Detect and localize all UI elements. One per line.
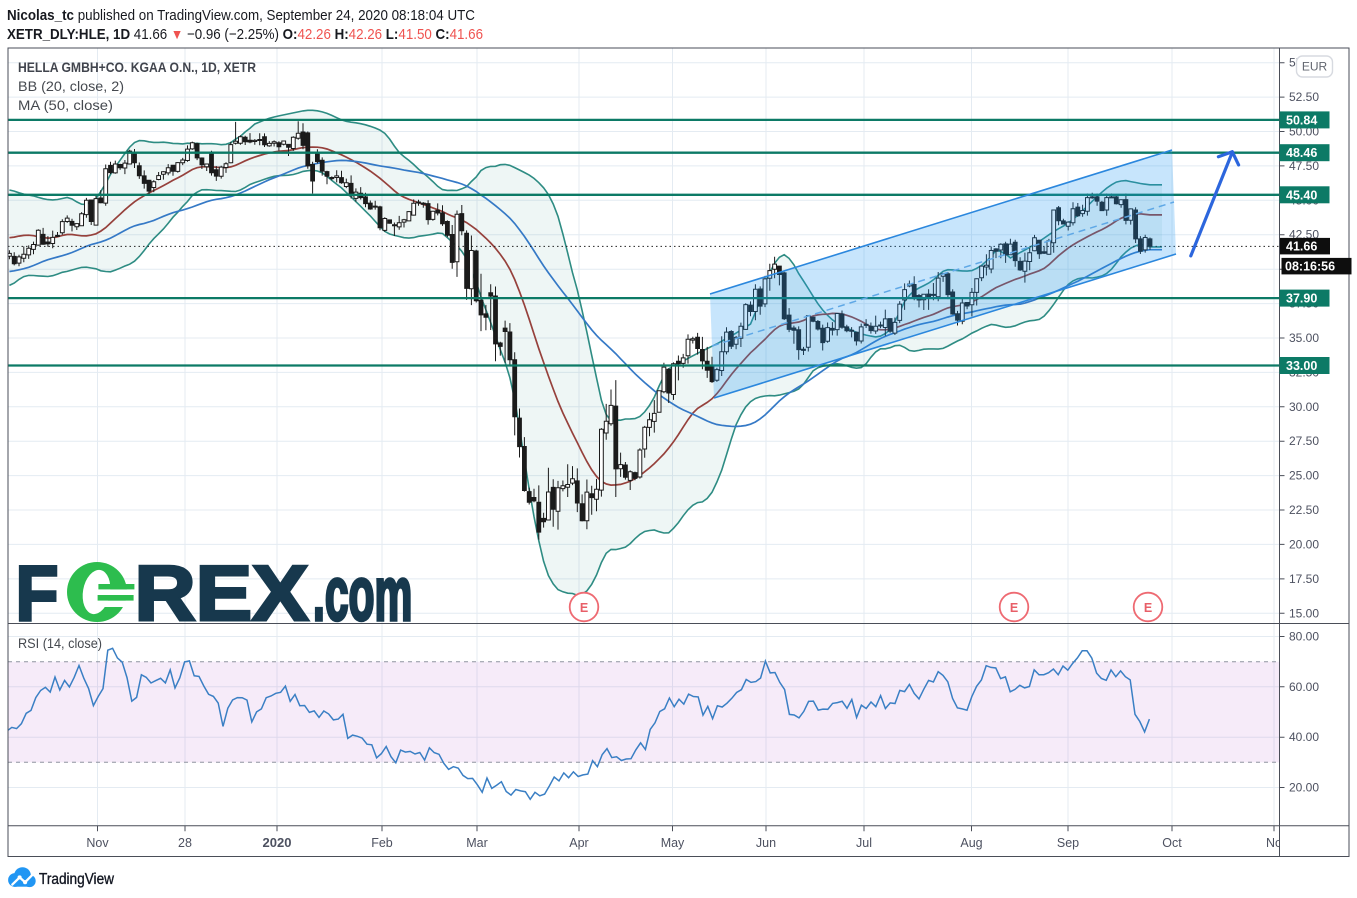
svg-text:28: 28 <box>178 836 192 850</box>
svg-text:40.00: 40.00 <box>1289 730 1319 744</box>
svg-text:50.84: 50.84 <box>1286 113 1317 127</box>
svg-text:EUR: EUR <box>1302 60 1328 74</box>
svg-text:HELLA GMBH+CO. KGAA O.N., 1D,: HELLA GMBH+CO. KGAA O.N., 1D, XETR <box>18 60 256 75</box>
svg-text:Mar: Mar <box>466 836 488 850</box>
svg-text:33.00: 33.00 <box>1286 359 1317 373</box>
svg-text:45.40: 45.40 <box>1286 188 1317 202</box>
svg-text:25.00: 25.00 <box>1289 469 1319 483</box>
svg-text:E: E <box>580 601 588 615</box>
svg-text:52.50: 52.50 <box>1289 90 1319 104</box>
svg-text:Oct: Oct <box>1162 836 1182 850</box>
svg-text:Aug: Aug <box>960 836 982 850</box>
svg-text:60.00: 60.00 <box>1289 680 1319 694</box>
svg-text:XETR_DLY:HLE, 1D 41.66 ▼ −0.96: XETR_DLY:HLE, 1D 41.66 ▼ −0.96 (−2.25%) … <box>7 26 483 43</box>
svg-text:BB (20, close, 2): BB (20, close, 2) <box>18 79 124 94</box>
svg-text:Jun: Jun <box>756 836 776 850</box>
svg-text:May: May <box>661 836 685 850</box>
svg-text:.com: .com <box>313 552 412 637</box>
svg-text:20.00: 20.00 <box>1289 781 1319 795</box>
svg-text:Jul: Jul <box>856 836 872 850</box>
svg-text:35.00: 35.00 <box>1289 331 1319 345</box>
svg-text:17.50: 17.50 <box>1289 572 1319 586</box>
svg-text:37.90: 37.90 <box>1286 292 1317 306</box>
svg-text:47.50: 47.50 <box>1289 159 1319 173</box>
svg-text:Apr: Apr <box>569 836 588 850</box>
svg-text:27.50: 27.50 <box>1289 434 1319 448</box>
svg-text:Feb: Feb <box>371 836 393 850</box>
svg-text:48.46: 48.46 <box>1286 146 1317 160</box>
svg-text:F: F <box>16 549 59 637</box>
svg-text:2020: 2020 <box>263 835 292 850</box>
svg-text:41.66: 41.66 <box>1286 240 1317 254</box>
svg-text:RSI (14, close): RSI (14, close) <box>18 636 102 651</box>
svg-text:15.00: 15.00 <box>1289 606 1319 620</box>
svg-text:30.00: 30.00 <box>1289 400 1319 414</box>
svg-text:TradingView: TradingView <box>39 871 115 888</box>
svg-text:08:16:56: 08:16:56 <box>1285 260 1335 274</box>
svg-text:E: E <box>1144 601 1152 615</box>
svg-text:REX: REX <box>135 549 309 637</box>
svg-text:E: E <box>1010 601 1018 615</box>
svg-text:80.00: 80.00 <box>1289 630 1319 644</box>
svg-text:20.00: 20.00 <box>1289 537 1319 551</box>
svg-text:Sep: Sep <box>1057 836 1079 850</box>
svg-text:Nov: Nov <box>86 836 109 850</box>
svg-text:No: No <box>1266 836 1282 850</box>
svg-text:Nicolas_tc published on Tradin: Nicolas_tc published on TradingView.com,… <box>7 7 475 24</box>
svg-text:MA (50, close): MA (50, close) <box>18 98 113 113</box>
svg-text:22.50: 22.50 <box>1289 503 1319 517</box>
